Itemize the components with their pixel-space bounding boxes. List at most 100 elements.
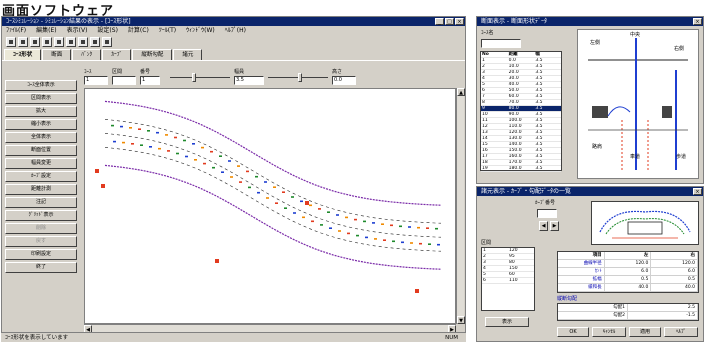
menu-help[interactable]: ﾍﾙﾌﾟ(H) <box>224 27 246 34</box>
open-file-icon[interactable] <box>18 37 28 47</box>
print-icon[interactable] <box>42 37 52 47</box>
curve-number-input[interactable] <box>537 209 557 218</box>
sidebar-button[interactable]: 区間表示 <box>5 93 77 104</box>
list-item[interactable]: 16 150.0 3.5 <box>481 148 561 154</box>
sidebar-button[interactable]: 注記 <box>5 197 77 208</box>
list-item[interactable]: 4 150 <box>482 266 534 272</box>
help-icon[interactable] <box>102 37 112 47</box>
list-item[interactable]: 4 30.0 3.5 <box>481 76 561 82</box>
list-item[interactable]: 2 95 <box>482 254 534 260</box>
menu-edit[interactable]: 編集(E) <box>36 27 57 34</box>
list-item[interactable]: 13 120.0 3.5 <box>481 130 561 136</box>
menu-file[interactable]: ﾌｧｲﾙ(F) <box>6 27 27 34</box>
list-item[interactable]: 2 10.0 3.5 <box>481 64 561 70</box>
menu-calc[interactable]: 計算(C) <box>127 27 149 34</box>
list-item[interactable]: 5 60 <box>482 272 534 278</box>
sidebar-button[interactable]: 断面位置 <box>5 145 77 156</box>
table-row[interactable]: ｶﾝﾄ 6.0 6.0 <box>558 268 699 276</box>
next-curve-button[interactable]: ▶ <box>550 221 559 231</box>
control-point[interactable] <box>305 201 309 205</box>
sidebar-button[interactable]: ｸﾞﾘｯﾄﾞ表示 <box>5 210 77 221</box>
zoom-icon[interactable] <box>90 37 100 47</box>
list-item[interactable]: 15 140.0 3.5 <box>481 142 561 148</box>
menu-view[interactable]: 表示(V) <box>66 27 88 34</box>
param-course-input[interactable]: 1 <box>84 76 108 85</box>
menu-tools[interactable]: ﾂｰﾙ(T) <box>158 27 177 34</box>
tab-gradient[interactable]: 縦断勾配 <box>132 49 173 60</box>
tab-curve[interactable]: ｶｰﾌﾞ <box>102 49 132 60</box>
tab-bank[interactable]: ﾊﾞﾝｸ <box>72 49 102 60</box>
sidebar-button[interactable]: 全体表示 <box>5 132 77 143</box>
list-item[interactable]: 3 20.0 3.5 <box>481 70 561 76</box>
control-point[interactable] <box>415 289 419 293</box>
param-width-input[interactable]: 3.5 <box>234 76 264 85</box>
curve-grid[interactable]: 項目左右曲線半径 120.0 120.0 ｶﾝﾄ 6.0 6.0 拡幅 0.5 0.5 緩和長 40… <box>557 251 699 293</box>
paste-icon[interactable] <box>78 37 88 47</box>
table-row[interactable]: 勾配1 2.5 <box>558 304 698 312</box>
list-item[interactable]: 1 0.0 3.5 <box>481 58 561 64</box>
prev-curve-button[interactable]: ◀ <box>539 221 548 231</box>
list-item[interactable]: 5 40.0 3.5 <box>481 82 561 88</box>
plot-horizontal-scrollbar[interactable]: ◀ ▶ <box>84 324 456 333</box>
apply-button[interactable]: 適用 <box>629 327 661 337</box>
course-name-input[interactable] <box>481 39 521 48</box>
table-row[interactable]: 拡幅 0.5 0.5 <box>558 276 699 284</box>
sidebar-button[interactable]: 拡大 <box>5 106 77 117</box>
list-item[interactable]: 10 90.0 3.5 <box>481 112 561 118</box>
list-item[interactable]: 18 170.0 3.5 <box>481 160 561 166</box>
list-item[interactable]: 17 160.0 3.5 <box>481 154 561 160</box>
plot-vertical-scrollbar[interactable]: ▲ ▼ <box>456 88 465 324</box>
cross-section-list[interactable]: No 距離幅 1 0.0 3.5 2 10.0 3.5 3 20.0 3.5 4 30.0 3.5 5 40.… <box>480 51 562 172</box>
list-item[interactable]: 1 120 <box>482 248 534 254</box>
menu-settings[interactable]: 設定(S) <box>97 27 118 34</box>
save-icon[interactable] <box>30 37 40 47</box>
list-item[interactable]: 6 110 <box>482 278 534 284</box>
menu-window[interactable]: ｳｨﾝﾄﾞｳ(W) <box>186 27 215 34</box>
sidebar-button[interactable]: 戻す <box>5 236 77 247</box>
table-row[interactable]: 勾配2 -1.5 <box>558 312 698 320</box>
list-item[interactable]: 6 50.0 3.5 <box>481 88 561 94</box>
copy-icon[interactable] <box>66 37 76 47</box>
specs-close-button[interactable]: × <box>693 188 702 195</box>
new-file-icon[interactable] <box>6 37 16 47</box>
table-row[interactable]: 緩和長 40.0 40.0 <box>558 284 699 292</box>
ok-button[interactable]: OK <box>557 327 589 337</box>
sidebar-button[interactable]: 縮小表示 <box>5 119 77 130</box>
tab-course-shape[interactable]: ｺｰｽ形状 <box>4 49 42 60</box>
cut-icon[interactable] <box>54 37 64 47</box>
minimize-button[interactable]: _ <box>435 18 444 25</box>
help-button[interactable]: ﾍﾙﾌﾟ <box>664 327 698 337</box>
slider-left[interactable] <box>170 72 230 82</box>
sidebar-button[interactable]: 距離計測 <box>5 184 77 195</box>
sidebar-button[interactable]: 削除 <box>5 223 77 234</box>
sidebar-button[interactable]: ｺｰｽ全体表示 <box>5 80 77 91</box>
maximize-button[interactable]: □ <box>445 18 454 25</box>
list-item[interactable]: 7 60.0 3.5 <box>481 94 561 100</box>
control-point[interactable] <box>101 184 105 188</box>
close-button[interactable]: × <box>455 18 464 25</box>
gradient-grid[interactable]: 勾配1 2.5 勾配2 -1.5 <box>557 303 699 321</box>
cross-section-close-button[interactable]: × <box>693 18 702 25</box>
list-item[interactable]: 12 110.0 3.5 <box>481 124 561 130</box>
slider-left-thumb[interactable] <box>192 72 196 82</box>
tab-specs[interactable]: 諸元 <box>173 49 203 60</box>
section-list[interactable]: 1 120 2 95 3 80 4 150 5 60 6 110 <box>481 247 535 311</box>
list-item[interactable]: 8 70.0 3.5 <box>481 100 561 106</box>
sidebar-button[interactable]: 幅員変更 <box>5 158 77 169</box>
list-item[interactable]: 9 80.0 3.5 <box>481 106 562 112</box>
sidebar-button[interactable]: ｶｰﾌﾞ設定 <box>5 171 77 182</box>
param-section-input[interactable] <box>112 76 136 85</box>
param-number-input[interactable]: 1 <box>140 76 160 85</box>
param-height-input[interactable]: 0.0 <box>332 76 356 85</box>
control-point[interactable] <box>95 169 99 173</box>
list-item[interactable]: 14 130.0 3.5 <box>481 136 561 142</box>
course-plot-area[interactable] <box>84 88 456 324</box>
slider-mid-thumb[interactable] <box>298 72 302 82</box>
table-row[interactable]: 曲線半径 120.0 120.0 <box>558 260 699 268</box>
slider-mid[interactable] <box>268 72 328 82</box>
sidebar-button[interactable]: 終了 <box>5 262 77 273</box>
cancel-button[interactable]: ｷｬﾝｾﾙ <box>592 327 626 337</box>
scroll-down-icon[interactable]: ▼ <box>457 316 465 324</box>
list-item[interactable]: 3 80 <box>482 260 534 266</box>
scroll-up-icon[interactable]: ▲ <box>457 88 465 96</box>
